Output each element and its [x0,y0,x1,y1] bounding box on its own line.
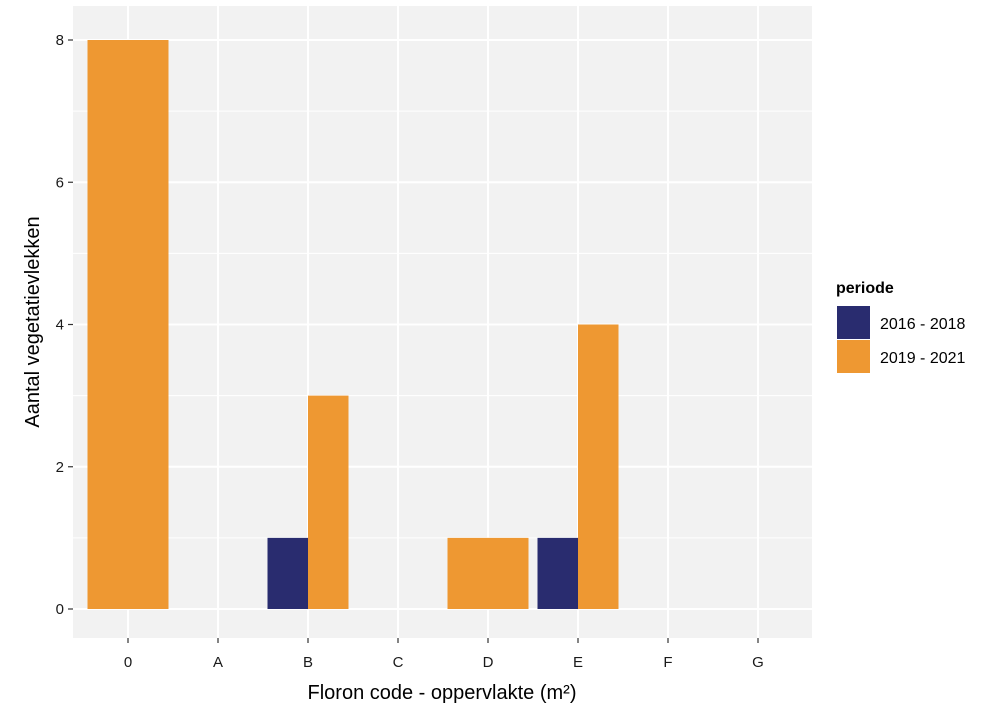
x-tick-label: E [573,654,583,671]
legend-key-1 [837,340,870,373]
x-tick-label: A [213,654,223,671]
legend-key-0 [837,306,870,339]
y-tick-label: 0 [56,601,64,618]
bars [87,40,619,609]
x-axis-title: Floron code - oppervlakte (m²) [308,682,577,704]
legend-title: periode [836,280,894,297]
x-tick-label: G [752,654,764,671]
legend-label-0: 2016 - 2018 [880,316,966,333]
x-tick-label: D [483,654,494,671]
y-tick-label: 2 [56,459,64,476]
y-tick-label: 4 [56,317,64,334]
x-tick-label: 0 [124,654,132,671]
x-tick-label: B [303,654,313,671]
x-axis: 0 A B C D E F G [124,638,764,671]
legend-label-1: 2019 - 2021 [880,350,966,367]
y-axis-title: Aantal vegetatievlekken [22,216,44,427]
y-tick-label: 8 [56,32,64,49]
bar-E-0 [537,537,578,609]
major-gridlines [73,6,812,638]
bar-D-1 [447,537,529,609]
plot-panel [73,6,812,638]
bar-B-0 [267,537,308,609]
x-tick-label: F [663,654,672,671]
bar-B-1 [308,395,349,609]
y-tick-label: 6 [56,174,64,191]
y-axis: 0 2 4 6 8 [56,32,73,618]
legend: periode 2016 - 2018 2019 - 2021 [836,280,966,373]
x-tick-label: C [393,654,404,671]
bar-0-1 [87,40,169,609]
bar-E-1 [578,324,619,609]
minor-gridlines [73,110,812,539]
